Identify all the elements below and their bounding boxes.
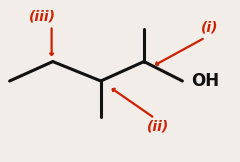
Text: (ii): (ii) [147, 119, 169, 133]
Text: OH: OH [191, 72, 219, 90]
Text: (iii): (iii) [29, 9, 55, 23]
Text: (i): (i) [201, 21, 219, 35]
